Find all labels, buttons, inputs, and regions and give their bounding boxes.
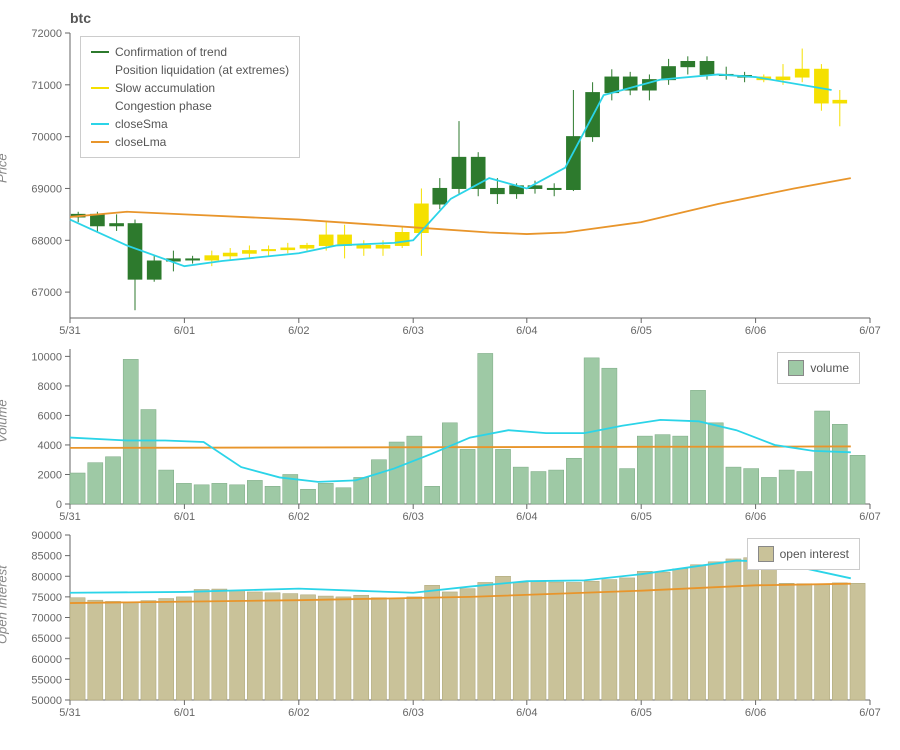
legend-item: Confirmation of trend <box>91 43 289 61</box>
legend-item: volume <box>788 359 849 377</box>
svg-text:5/31: 5/31 <box>59 707 80 719</box>
legend-item: closeLma <box>91 133 289 151</box>
volume-panel: Volume 02000400060008000100005/316/016/0… <box>10 344 890 524</box>
chart-container: btc Price 670006800069000700007100072000… <box>10 10 890 720</box>
volume-svg: 0 2000 4000 6000 8000 10000 5/31 6/01 6/02 6/03 6/… <box>10 344 890 524</box>
volume-legend: volume <box>777 352 860 384</box>
svg-text:65000: 65000 <box>31 633 62 645</box>
svg-text:6/07: 6/07 <box>859 511 880 523</box>
legend-item: open interest <box>758 545 849 563</box>
svg-text:70000: 70000 <box>31 132 62 144</box>
legend-item: Position liquidation (at extremes) <box>91 61 289 79</box>
svg-text:6/01: 6/01 <box>174 707 195 719</box>
svg-text:5/31: 5/31 <box>59 511 80 523</box>
svg-text:6/06: 6/06 <box>745 325 766 337</box>
svg-text:69000: 69000 <box>31 183 62 195</box>
chart-title: btc <box>70 10 890 26</box>
svg-text:80000: 80000 <box>31 571 62 583</box>
price-ylabel: Price <box>0 153 10 183</box>
svg-text:6/04: 6/04 <box>516 511 537 523</box>
price-panel: Price 6700068000690007000071000720005/31… <box>10 28 890 338</box>
svg-text:85000: 85000 <box>31 551 62 563</box>
price-legend: Confirmation of trendPosition liquidatio… <box>80 36 300 158</box>
svg-text:5/31: 5/31 <box>59 325 80 337</box>
legend-item: Slow accumulation <box>91 79 289 97</box>
svg-text:71000: 71000 <box>31 80 62 92</box>
svg-text:67000: 67000 <box>31 287 62 299</box>
volume-ylabel: Volume <box>0 399 10 443</box>
legend-item: closeSma <box>91 115 289 133</box>
svg-text:6/07: 6/07 <box>859 325 880 337</box>
svg-text:6/05: 6/05 <box>630 325 651 337</box>
svg-text:70000: 70000 <box>31 613 62 625</box>
svg-text:0: 0 <box>56 499 62 511</box>
svg-text:6/04: 6/04 <box>516 707 537 719</box>
oi-panel: Open Interest 50000550006000065000700007… <box>10 530 890 720</box>
svg-text:6/01: 6/01 <box>174 325 195 337</box>
svg-text:6/03: 6/03 <box>402 325 423 337</box>
svg-text:8000: 8000 <box>38 381 62 393</box>
svg-text:6/02: 6/02 <box>288 511 309 523</box>
svg-text:4000: 4000 <box>38 440 62 452</box>
svg-text:6/02: 6/02 <box>288 707 309 719</box>
svg-text:90000: 90000 <box>31 530 62 542</box>
legend-item: Congestion phase <box>91 97 289 115</box>
svg-text:6/01: 6/01 <box>174 511 195 523</box>
svg-text:50000: 50000 <box>31 695 62 707</box>
svg-text:55000: 55000 <box>31 674 62 686</box>
svg-text:6/03: 6/03 <box>402 707 423 719</box>
svg-text:6/03: 6/03 <box>402 511 423 523</box>
svg-text:2000: 2000 <box>38 469 62 481</box>
svg-text:72000: 72000 <box>31 28 62 40</box>
svg-text:6/04: 6/04 <box>516 325 537 337</box>
svg-text:6/06: 6/06 <box>745 511 766 523</box>
svg-text:6/06: 6/06 <box>745 707 766 719</box>
svg-text:10000: 10000 <box>31 351 62 363</box>
svg-text:6000: 6000 <box>38 410 62 422</box>
svg-text:6/02: 6/02 <box>288 325 309 337</box>
svg-text:75000: 75000 <box>31 592 62 604</box>
svg-text:6/07: 6/07 <box>859 707 880 719</box>
oi-legend: open interest <box>747 538 860 570</box>
svg-text:68000: 68000 <box>31 235 62 247</box>
svg-text:60000: 60000 <box>31 654 62 666</box>
oi-ylabel: Open Interest <box>0 565 10 644</box>
svg-text:6/05: 6/05 <box>630 707 651 719</box>
svg-text:6/05: 6/05 <box>630 511 651 523</box>
